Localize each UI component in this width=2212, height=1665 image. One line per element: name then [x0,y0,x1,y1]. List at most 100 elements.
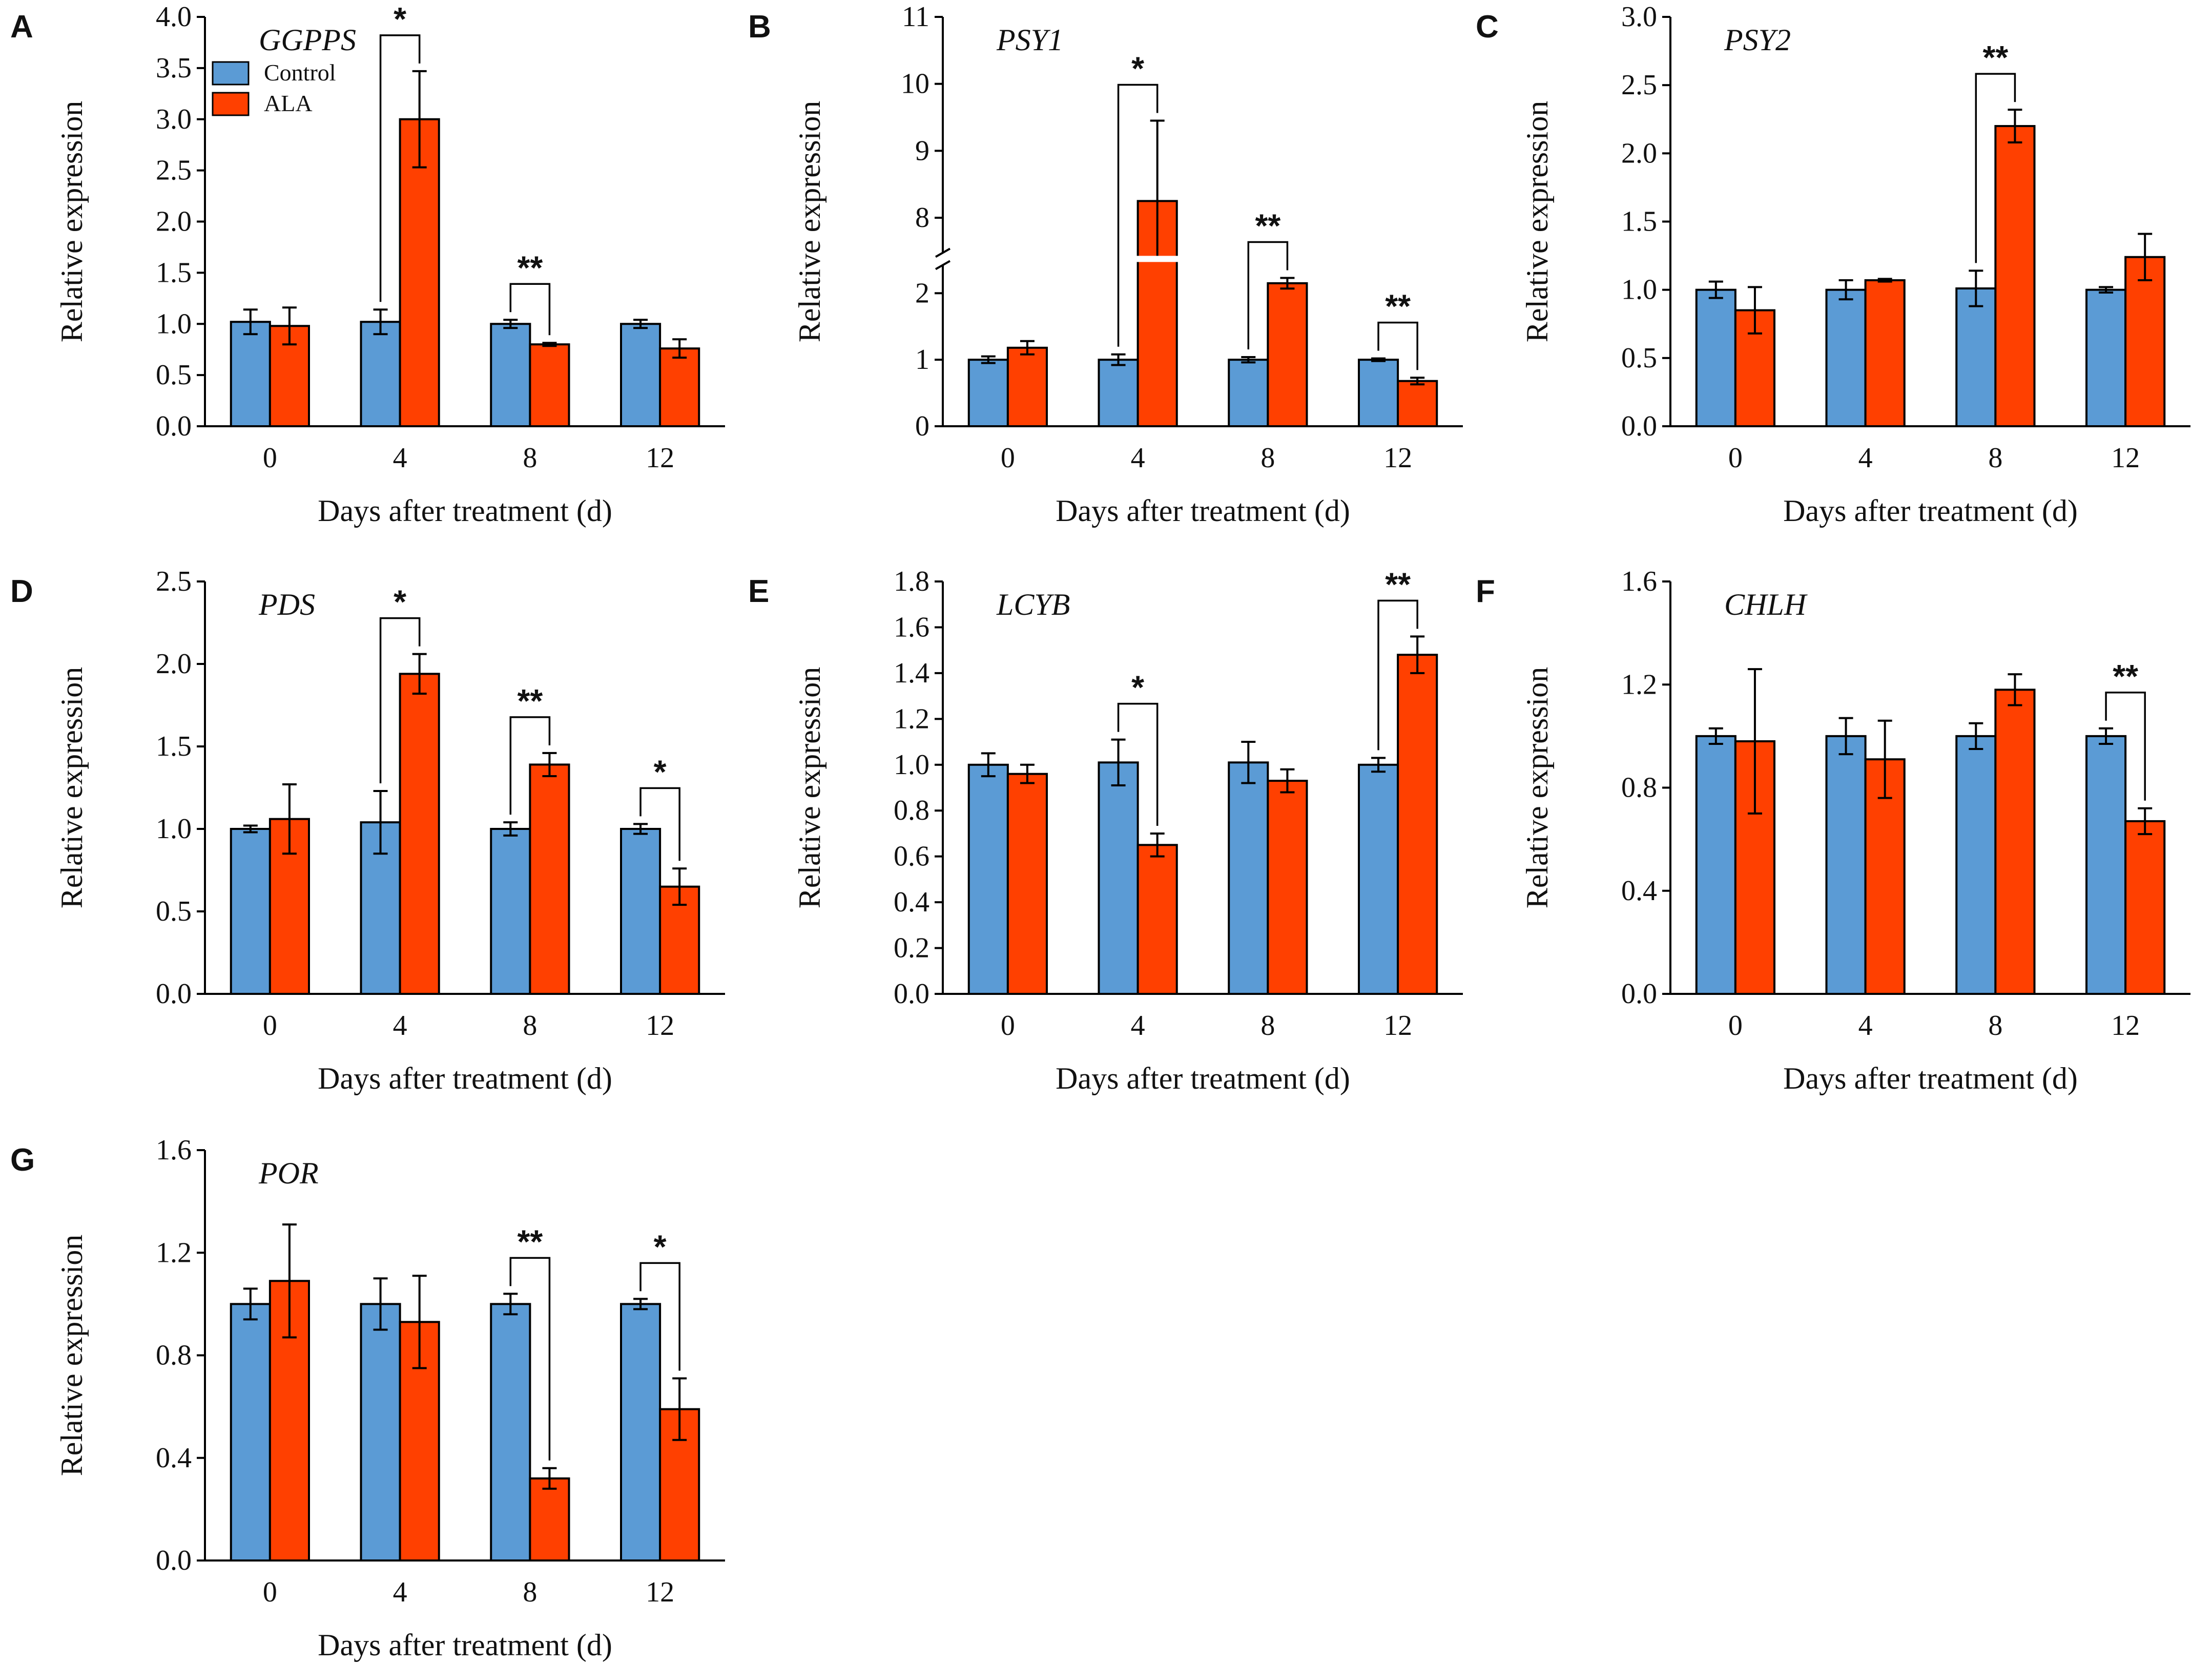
significance-bracket [379,34,421,302]
bar-control-4 [1098,761,1139,995]
x-tick-label: 8 [523,1576,537,1608]
significance-bracket [509,283,551,336]
y-tick-label: 0.4 [894,886,929,918]
bar-ala-8 [1267,282,1308,427]
bar-control-4 [360,321,401,427]
x-tick-label: 12 [646,1010,674,1042]
panel-letter: B [748,9,771,45]
panel-letter: F [1476,574,1495,609]
x-tick-label: 12 [646,442,674,474]
bar-control-8 [490,323,531,427]
bar-control-12 [1358,359,1399,427]
y-tick-label: 0.0 [1621,978,1657,1010]
x-axis-title: Days after treatment (d) [318,1062,612,1095]
bar-ala-12 [659,347,700,427]
bar-ala-4 [399,673,440,995]
bar-ala-8 [529,763,570,995]
panel-letter: A [10,9,33,45]
x-tick-label: 0 [1001,1010,1015,1042]
y-tick-label: 2.5 [156,566,192,597]
y-tick-label: 1.8 [894,566,929,597]
y-tick-label: 0.8 [1621,772,1657,804]
x-tick-label: 0 [1728,1010,1743,1042]
significance-bracket [1377,599,1418,751]
significance-label: ** [2113,658,2138,695]
y-tick-label: 1.2 [894,703,929,735]
y-tick-label: 1.6 [156,1134,192,1166]
bar-ala-0 [1006,346,1048,427]
y-axis-title: Relative expression [1520,101,1554,343]
x-tick-label: 8 [1260,442,1275,474]
bar-ala-4 [1864,279,1906,427]
chart-panel-c: C 0 4 8 12 0.0 0.5 1.0 1.5 2.0 2.5 3.0 Days after tr… [1476,1,2190,528]
gene-name: PDS [258,588,315,621]
significance-label: ** [1255,207,1280,244]
chart-panel-e: E 0 4 8 12 0.0 0.2 0.4 0.6 0.8 1.0 1.2 1.4 1.6 1.8 Days… [748,566,1463,1095]
bar-control-8 [1228,359,1269,427]
bar-ala-8 [1994,125,2036,428]
significance-label: * [394,1,406,37]
y-axis-title: Relative expression [55,667,89,909]
bar-control-0 [967,763,1009,995]
bar-control-8 [1955,735,1997,995]
x-tick-label: 0 [263,1010,277,1042]
chart-panel-a: A 0 4 8 12 0.0 0.5 1.0 1.5 2.0 2.5 3.0 3.5 4.0 Days af… [10,1,725,528]
x-tick-label: 4 [1858,442,1873,474]
y-tick-label: 0.0 [1621,410,1657,442]
legend-label-control: Control [264,59,336,86]
panel-letter: D [10,574,33,609]
bar-control-8 [1228,761,1269,995]
bar-control-8 [1955,287,1997,428]
y-tick-label: 2.0 [156,648,192,680]
x-tick-label: 8 [1260,1010,1275,1042]
significance-bracket [1975,73,2016,263]
bar-control-8 [490,1303,531,1562]
significance-label: * [394,584,406,620]
bar-control-4 [360,1303,401,1562]
bar-ala-0 [1006,773,1048,995]
significance-label: ** [517,682,543,719]
bar-control-0 [230,1303,271,1562]
x-tick-label: 4 [1858,1010,1873,1042]
bar-control-4 [1825,288,1867,428]
axis-break-mark [935,247,950,258]
gene-name: PSY1 [996,23,1063,57]
y-tick-label: 1.2 [156,1237,192,1268]
bar-control-0 [230,828,271,995]
y-tick-label: 1.5 [156,731,192,762]
y-tick-label: 2 [915,277,929,309]
x-tick-label: 12 [1383,1010,1412,1042]
significance-bracket [639,1262,680,1371]
y-tick-label: 1.4 [894,657,929,689]
y-tick-label: 1 [915,344,929,376]
y-tick-label: 4.0 [156,1,192,33]
x-tick-label: 12 [1383,442,1412,474]
x-tick-label: 4 [1131,1010,1145,1042]
y-axis-title: Relative expression [1520,667,1554,909]
y-tick-label: 1.0 [1621,274,1657,306]
y-tick-label: 0.0 [156,978,192,1010]
y-tick-label: 1.0 [156,813,192,845]
bar-ala-8 [529,1477,570,1562]
y-tick-label: 1.0 [894,749,929,781]
significance-label: ** [1982,39,2008,76]
y-tick-label: 0.4 [1621,875,1657,907]
x-tick-label: 8 [1988,442,2002,474]
y-tick-label: 1.2 [1621,669,1657,700]
y-axis-title: Relative expression [793,667,826,909]
bar-ala-12 [2124,256,2166,427]
y-tick-label: 0.4 [156,1442,192,1474]
legend-label-ala: ALA [264,90,313,116]
legend-swatch-control [212,61,250,86]
y-tick-label: 0.8 [156,1340,192,1371]
x-tick-label: 4 [1131,442,1145,474]
significance-bracket [509,1257,551,1461]
panel-letter: G [10,1142,35,1178]
y-tick-label: 3.0 [1621,1,1657,33]
significance-label: ** [1385,566,1411,602]
y-tick-label: 0.5 [1621,342,1657,374]
bar-control-4 [1825,735,1867,995]
x-tick-label: 8 [523,442,537,474]
